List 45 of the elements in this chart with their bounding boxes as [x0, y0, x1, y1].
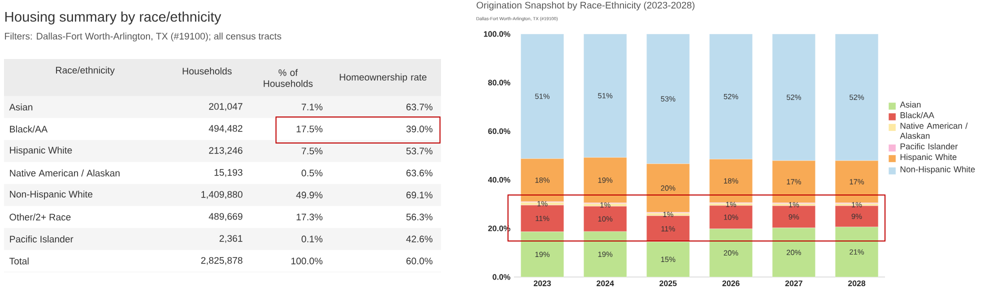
data-label: 0.5% — [302, 170, 322, 176]
category-label: Black/AA — [10, 126, 48, 132]
data-label: 60.0% — [406, 258, 432, 264]
legend-label: Hispanic White — [900, 154, 956, 162]
text: Housing summary by race/ethnicity — [5, 11, 222, 24]
data-label: 2,361 — [220, 235, 242, 243]
text: Non-Hispanic White — [900, 166, 975, 174]
data-label: 56.3% — [406, 214, 432, 220]
data-label: 100.0% — [291, 258, 322, 264]
data-label: 494,482 — [208, 125, 242, 133]
data-label: 7.1% — [302, 104, 322, 110]
data-label: 213,246 — [209, 147, 242, 155]
data-label: 15,193 — [214, 169, 242, 177]
legend-label: Pacific Islander — [900, 143, 958, 150]
data-label: 69.1% — [406, 192, 432, 198]
data-label: 0.1% — [302, 236, 322, 242]
text: Race/ethnicity — [56, 66, 115, 76]
data-label: 63.7% — [406, 104, 432, 110]
data-label: 17.5% — [296, 126, 322, 132]
data-label: 42.6% — [406, 236, 432, 242]
text: Households — [182, 68, 232, 74]
data-label: 53.7% — [406, 148, 432, 154]
category-label: Hispanic White — [10, 146, 72, 156]
category-label: Native American / Alaskan — [10, 170, 120, 176]
category-label: Total — [9, 258, 29, 264]
chart-title: Origination Snapshot by Race-Ethnicity (2023-2028) — [476, 2, 694, 10]
text: % of Households — [264, 69, 313, 87]
data-label: 7.5% — [302, 148, 322, 154]
legend-label: Black/AA — [900, 112, 934, 118]
data-label: 201,047 — [209, 103, 242, 111]
category-label: Other/2+ Race — [10, 214, 71, 220]
data-label: 489,669 — [208, 213, 242, 221]
data-label: 63.6% — [406, 170, 432, 176]
legend-label: Native American / Alaskan — [900, 122, 968, 139]
legend-label: Asian — [900, 101, 921, 108]
text: Homeownership rate — [340, 74, 426, 82]
category-label: Pacific Islander — [10, 236, 74, 242]
data-label: 49.9% — [296, 192, 322, 198]
category-label: Non-Hispanic White — [10, 190, 92, 200]
data-label: 1,409,880 — [201, 191, 242, 199]
data-label: 2,825,878 — [201, 257, 242, 265]
text: Filters: Dallas-Fort Worth-Arlington, TX (#19100); all census tracts — [4, 32, 282, 42]
data-label: 39.0% — [406, 126, 432, 132]
category-label: Asian — [9, 104, 32, 110]
data-label: 17.3% — [296, 214, 322, 220]
